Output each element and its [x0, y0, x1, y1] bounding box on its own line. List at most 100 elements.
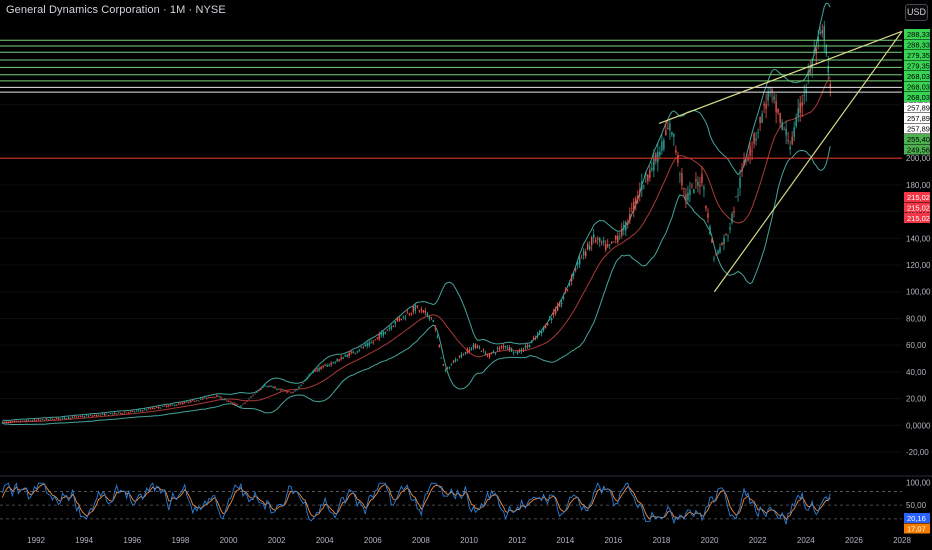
candle-body — [827, 66, 829, 73]
candle-body — [101, 413, 104, 415]
candle-body — [206, 397, 208, 399]
candle-body — [599, 237, 601, 242]
time-tick-label: 2026 — [845, 536, 863, 545]
candle-body — [699, 185, 701, 187]
candle-body — [707, 213, 709, 218]
candle-body — [528, 344, 531, 347]
candle-body — [611, 241, 613, 244]
candle-body — [474, 344, 477, 348]
candle-body — [454, 359, 457, 362]
candle-body — [601, 242, 603, 244]
candle-body — [214, 396, 216, 398]
candle-body — [631, 207, 633, 209]
candle-body — [735, 196, 737, 198]
candle-body — [218, 396, 220, 398]
candle-body — [196, 400, 198, 402]
stoch-d-line — [1, 483, 831, 521]
level-label-box — [904, 71, 930, 81]
candle-body — [342, 357, 344, 360]
candle-body — [366, 343, 368, 346]
candle-body — [677, 155, 679, 163]
candle-body — [795, 117, 797, 127]
candle-body — [19, 421, 22, 423]
candle-body — [198, 400, 200, 402]
time-tick-label: 2002 — [268, 536, 286, 545]
candle-body — [773, 96, 775, 101]
price-tick-label: 40,00 — [906, 368, 927, 377]
candle-body — [572, 272, 575, 276]
candle-body — [252, 395, 254, 397]
time-tick-label: 2010 — [460, 536, 478, 545]
candle-body — [410, 313, 413, 315]
time-tick-label: 1998 — [172, 536, 190, 545]
candle-body — [488, 353, 491, 357]
candle-body — [589, 245, 591, 250]
candle-body — [458, 356, 461, 357]
candle-body — [222, 399, 224, 401]
candle-body — [797, 108, 799, 117]
candle-body — [174, 404, 176, 406]
candle-body — [538, 331, 541, 333]
candle-body — [516, 351, 519, 355]
candle-body — [230, 401, 232, 403]
candle-body — [81, 416, 84, 417]
candle-body — [123, 412, 126, 414]
candle-body — [490, 352, 493, 354]
candle-body — [548, 318, 551, 320]
candle-body — [566, 289, 569, 290]
candle-body — [182, 402, 184, 405]
candle-body — [667, 128, 669, 130]
candle-body — [192, 400, 194, 402]
level-label-box — [904, 144, 930, 155]
candle-body — [769, 87, 771, 89]
currency-button[interactable]: USD — [905, 4, 928, 21]
candle-body — [258, 390, 260, 392]
time-tick-label: 2008 — [412, 536, 430, 545]
candle-body — [276, 389, 278, 390]
candle-body — [210, 397, 212, 398]
candle-body — [414, 305, 417, 311]
candle-body — [464, 352, 467, 354]
level-label-text: 257,89 — [907, 125, 930, 134]
candle-body — [755, 138, 757, 141]
stoch-k-line — [1, 482, 831, 525]
candle-body — [685, 194, 687, 201]
candle-body — [442, 364, 445, 366]
candle-body — [202, 398, 204, 400]
candle-body — [721, 242, 723, 245]
candle-body — [801, 102, 803, 106]
candle-body — [378, 334, 380, 340]
candle-body — [7, 421, 10, 423]
lower-band — [2, 146, 831, 426]
candle-body — [522, 349, 525, 351]
candle-body — [787, 140, 789, 141]
candle-body — [190, 400, 192, 403]
candle-body — [107, 414, 110, 416]
candle-body — [186, 401, 188, 403]
candle-body — [390, 326, 392, 329]
candle-body — [550, 317, 553, 321]
candle-body — [386, 330, 388, 332]
candle-body — [282, 389, 284, 391]
candle-body — [95, 414, 98, 417]
candle-body — [753, 133, 755, 144]
level-label-box — [904, 81, 930, 92]
candle-body — [384, 331, 386, 334]
candle-body — [639, 189, 641, 194]
time-tick-label: 2016 — [604, 536, 622, 545]
candle-body — [248, 398, 250, 400]
candle-body — [109, 413, 112, 414]
level-label-text: 257,89 — [907, 114, 930, 123]
candle-body — [775, 100, 777, 113]
wedge-trendlines — [658, 30, 903, 293]
candle-body — [554, 309, 557, 314]
candle-body — [813, 49, 815, 53]
candle-body — [492, 351, 495, 353]
candle-body — [430, 317, 433, 319]
candle-body — [29, 420, 32, 422]
candle-body — [727, 236, 729, 238]
candle-body — [302, 382, 304, 384]
stoch-value-box — [904, 523, 930, 534]
candle-body — [486, 355, 489, 357]
